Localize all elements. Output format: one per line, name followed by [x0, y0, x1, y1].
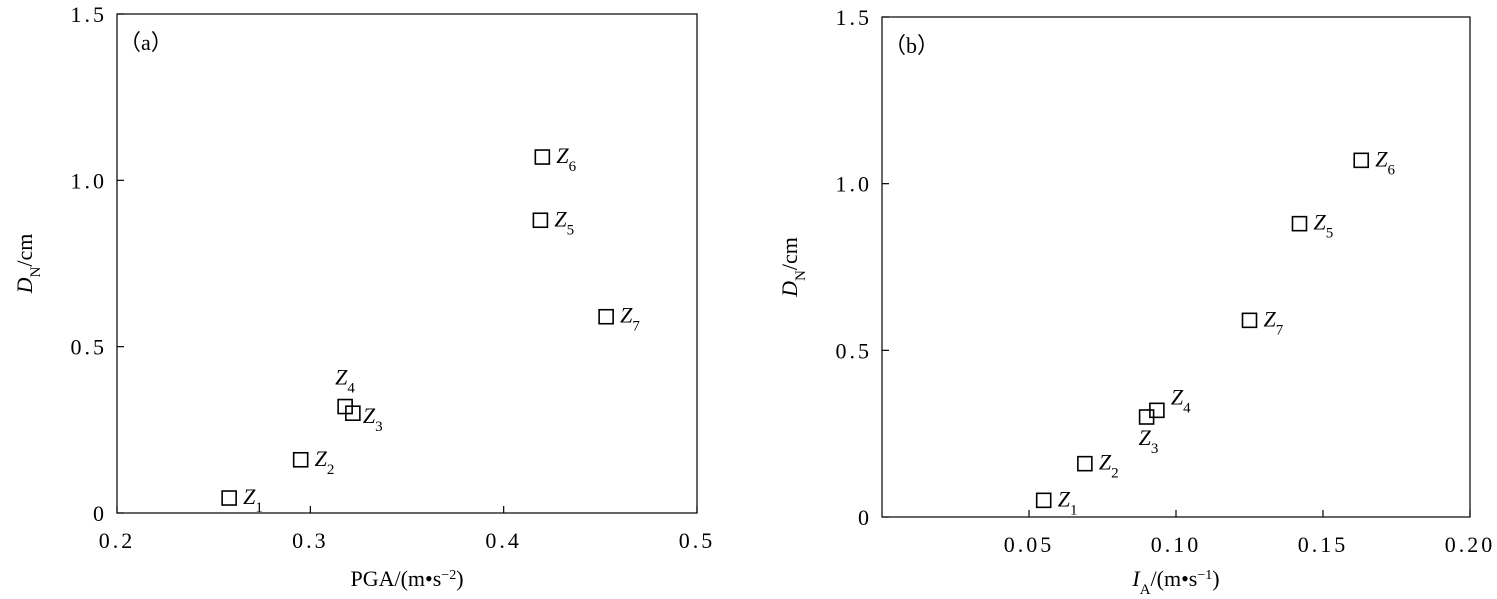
- panel-label: （a）: [119, 30, 173, 55]
- y-axis-label: DN/cm: [12, 234, 44, 295]
- point-label-part: 6: [569, 159, 577, 175]
- data-point: [598, 308, 614, 325]
- x-tick-label: 0.4: [485, 528, 522, 553]
- data-point: [337, 398, 353, 415]
- point-label-part: 2: [1111, 466, 1119, 482]
- point-label-part: 5: [567, 222, 575, 238]
- point-label-part: Z: [335, 365, 348, 390]
- point-label-part: 3: [375, 419, 383, 435]
- y-axis-label-part: /cm: [777, 237, 802, 270]
- plot-frame: [881, 16, 1471, 518]
- x-tick-label: 0.15: [1298, 532, 1349, 557]
- point-label: Z4: [1171, 384, 1191, 416]
- point-label-part: 2: [327, 462, 335, 478]
- data-point: [1077, 455, 1093, 472]
- point-label-part: Z: [1058, 486, 1071, 511]
- point-label-part: Z: [1171, 384, 1184, 409]
- point-label-part: 7: [1276, 322, 1284, 338]
- point-label: Z7: [620, 303, 640, 335]
- point-label-part: Z: [620, 303, 633, 328]
- point-label: Z4: [335, 365, 355, 397]
- point-label-part: Z: [1375, 146, 1388, 171]
- point-label-part: 1: [255, 500, 263, 516]
- y-tick-label: 1.5: [836, 5, 873, 30]
- point-label-part: Z: [1313, 210, 1326, 235]
- point-label-part: 4: [1183, 400, 1191, 416]
- y-axis-label-part: D: [777, 281, 802, 298]
- y-tick-label: 0: [93, 501, 107, 526]
- x-axis-label-part: A: [1140, 582, 1151, 598]
- point-label: Z2: [1099, 450, 1119, 482]
- y-axis-label: DN/cm: [777, 237, 809, 298]
- x-axis-label: PGA/(m•s−2): [350, 566, 463, 591]
- x-axis-label-part: ): [1212, 566, 1219, 591]
- data-point: [1353, 152, 1370, 169]
- x-axis-label-part: I: [1131, 566, 1141, 591]
- plot-frame: [116, 13, 698, 514]
- point-label-part: 1: [1070, 502, 1078, 518]
- y-axis-label-part: /cm: [12, 234, 37, 267]
- point-label-part: Z: [1099, 450, 1112, 475]
- y-tick-label: 0: [858, 505, 872, 530]
- y-tick-label: 0.5: [71, 335, 108, 360]
- y-tick-label: 1.0: [836, 172, 873, 197]
- y-tick-label: 0.5: [836, 338, 873, 363]
- point-label-part: Z: [556, 143, 569, 168]
- point-label: Z7: [1264, 306, 1284, 338]
- y-axis-label-part: N: [28, 266, 44, 277]
- point-label-part: Z: [554, 206, 567, 231]
- data-point: [532, 212, 549, 229]
- point-label: Z6: [556, 143, 576, 175]
- x-axis-label: IA/(m•s−1): [1131, 566, 1219, 598]
- point-label-part: Z: [363, 403, 376, 428]
- point-label-part: Z: [243, 484, 256, 509]
- panel-label: （b）: [884, 33, 939, 58]
- point-label: Z6: [1375, 146, 1395, 178]
- point-label-part: 6: [1387, 162, 1395, 178]
- point-label: Z2: [315, 446, 335, 478]
- data-point: [1149, 402, 1165, 419]
- point-label: Z3: [363, 403, 383, 435]
- x-tick-label: 0.05: [1004, 532, 1055, 557]
- point-label: Z5: [554, 206, 574, 238]
- x-axis-label-part: −2: [441, 568, 456, 583]
- y-tick-label: 1.0: [71, 168, 108, 193]
- data-point: [1035, 492, 1052, 509]
- point-label-part: Z: [1264, 306, 1277, 331]
- data-point: [221, 490, 237, 506]
- point-label-part: Z: [1139, 425, 1152, 450]
- point-label-part: Z: [315, 446, 328, 471]
- point-label: Z1: [243, 484, 263, 516]
- point-label-part: 3: [1151, 441, 1159, 457]
- point-label-part: 4: [347, 381, 355, 397]
- x-tick-label: 0.5: [679, 528, 716, 553]
- data-point: [534, 149, 551, 165]
- x-tick-label: 0.3: [292, 528, 329, 553]
- point-label: Z3: [1139, 425, 1159, 457]
- point-label: Z5: [1313, 210, 1333, 242]
- data-point: [1241, 312, 1258, 329]
- point-label: Z1: [1058, 486, 1078, 518]
- y-tick-label: 1.5: [71, 2, 108, 27]
- x-axis-label-part: −1: [1197, 568, 1212, 583]
- x-tick-label: 0.10: [1151, 532, 1202, 557]
- y-axis-label-part: D: [12, 277, 37, 294]
- point-label-part: 7: [632, 319, 640, 335]
- x-axis-label-part: /(m•s: [1151, 566, 1198, 591]
- point-label-part: 5: [1326, 226, 1334, 242]
- data-point: [1291, 215, 1308, 232]
- x-axis-label-part: ): [456, 566, 463, 591]
- x-tick-label: 0.2: [99, 528, 136, 553]
- data-point: [292, 451, 309, 468]
- y-axis-label-part: N: [793, 270, 809, 281]
- x-axis-label-part: PGA/(m•s: [350, 566, 441, 591]
- x-tick-label: 0.20: [1445, 532, 1496, 557]
